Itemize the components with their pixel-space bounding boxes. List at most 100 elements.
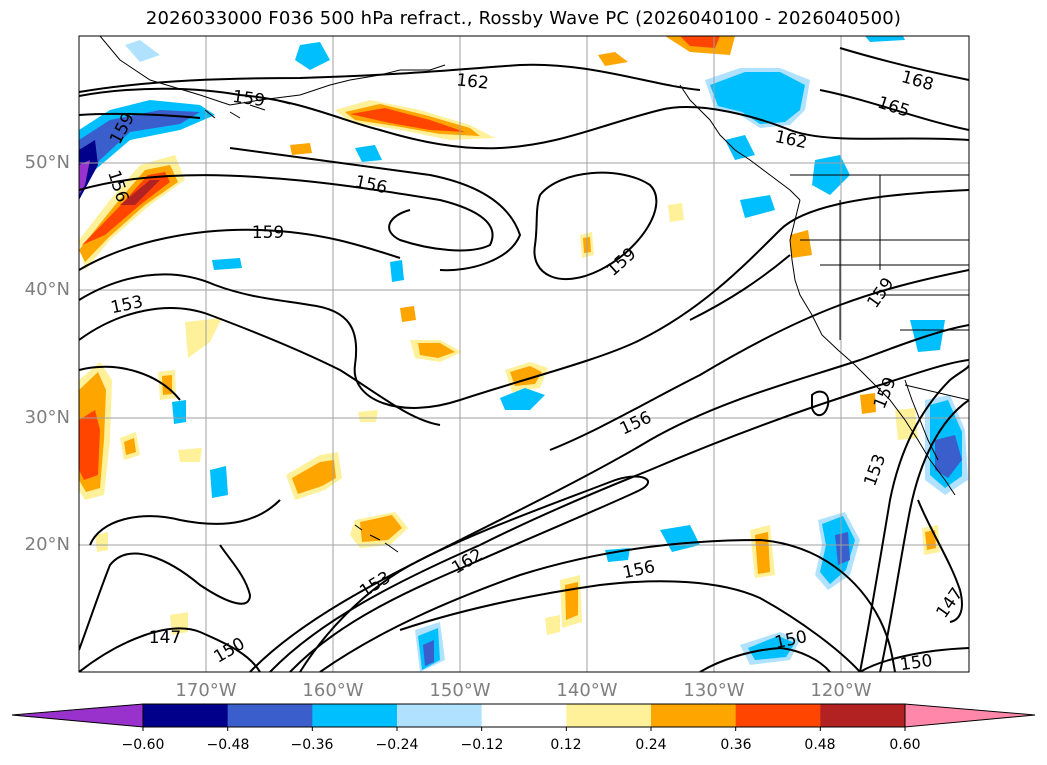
contour-label: 147 <box>149 628 181 648</box>
anomaly-blob <box>790 230 812 258</box>
anomaly-blob <box>565 582 578 620</box>
contour-label: 165 <box>875 93 912 122</box>
lat-label-30n: 30°N <box>24 407 70 428</box>
contour-label: 162 <box>448 545 486 579</box>
contour-line <box>79 544 252 651</box>
contour-line <box>289 475 649 672</box>
anomaly-blob <box>418 343 455 358</box>
contour-line <box>79 63 701 93</box>
contour-label: 159 <box>252 223 284 243</box>
colorbar-label: 0.12 <box>550 737 582 753</box>
colorbar-segments <box>12 704 1035 727</box>
colorbar-label: −0.48 <box>206 737 250 753</box>
contours <box>79 47 969 672</box>
contour-label: 150 <box>899 651 934 675</box>
alaska-panhandle <box>679 84 801 201</box>
contour-line <box>79 627 261 672</box>
contour-label: 153 <box>109 292 145 318</box>
anomaly-blob <box>935 435 962 478</box>
colorbar-segment <box>312 704 398 727</box>
colorbar-label: 0.60 <box>889 737 921 753</box>
lat-label-40n: 40°N <box>24 279 70 300</box>
contour-line <box>269 359 969 672</box>
anomaly-blob <box>680 36 720 48</box>
anomaly-blob <box>755 532 770 574</box>
contour-label: 156 <box>617 408 655 440</box>
lon-label-120w: 120°W <box>810 680 872 701</box>
anomaly-blob <box>210 466 228 498</box>
colorbar-label: −0.60 <box>121 737 165 753</box>
colorbar <box>11 703 1036 731</box>
contour-label: 159 <box>870 374 901 412</box>
colorbar-ticks <box>142 727 906 731</box>
colorbar-label: −0.12 <box>460 737 504 753</box>
contour-line <box>89 499 281 546</box>
contour-line <box>699 646 831 672</box>
anomaly-blob <box>292 460 336 494</box>
colorbar-segment <box>227 704 313 727</box>
graticule <box>79 36 969 672</box>
anomaly-blob <box>125 40 160 62</box>
shaded-anomalies <box>79 36 968 672</box>
lon-label-150w: 150°W <box>429 680 491 701</box>
state-borders <box>800 175 969 340</box>
contour-line <box>879 399 969 672</box>
anomaly-blob <box>860 393 876 414</box>
contour-label: 156 <box>353 172 389 198</box>
colorbar-segment <box>143 704 229 727</box>
colorbar-segment <box>820 704 906 727</box>
anomaly-blob <box>710 72 805 124</box>
contour-line <box>79 307 441 426</box>
colorbar-segment <box>397 704 483 727</box>
anomaly-blob <box>390 260 404 282</box>
anomaly-blob <box>295 42 330 70</box>
contour-label: 150 <box>773 627 809 653</box>
contour-line <box>689 254 791 321</box>
contour-line <box>319 538 896 672</box>
colorbar-label: 0.48 <box>804 737 836 753</box>
contour-line <box>399 580 861 672</box>
contour-line <box>229 147 522 272</box>
lat-label-50n: 50°N <box>24 152 70 173</box>
anomaly-blob <box>79 160 90 195</box>
contour-line <box>79 87 969 150</box>
contour-line <box>819 89 969 131</box>
colorbar-segment <box>651 704 737 727</box>
colorbar-label: −0.36 <box>290 737 334 753</box>
mexico-border <box>904 384 969 401</box>
contour-line <box>79 365 181 401</box>
contour-label: 156 <box>621 557 657 583</box>
contour-line <box>533 171 658 280</box>
colorbar-label: 0.36 <box>720 737 752 753</box>
contour-label: 159 <box>231 87 266 111</box>
contour-line <box>859 647 969 672</box>
colorbar-segment <box>12 704 143 727</box>
anomaly-blob <box>423 640 434 666</box>
hawaii-islands <box>354 524 399 553</box>
colorbar-label: 0.24 <box>635 737 667 753</box>
contour-label: 159 <box>603 244 641 281</box>
contour-label: 153 <box>860 452 890 489</box>
contour-label: 162 <box>455 70 489 93</box>
colorbar-segment <box>735 704 821 727</box>
alaska-coast <box>99 36 446 106</box>
aleutian-islands <box>204 99 291 119</box>
anomaly-blob <box>740 195 775 218</box>
anomaly-blob <box>598 52 628 66</box>
contour-line <box>839 47 969 81</box>
anomaly-blob <box>185 318 222 358</box>
contour-line <box>79 174 494 252</box>
anomaly-blob <box>835 532 850 565</box>
colorbar-segment <box>566 704 652 727</box>
map-frame <box>78 35 970 673</box>
contour-line <box>811 390 830 417</box>
coastlines <box>99 36 969 553</box>
anomaly-blob <box>355 145 382 162</box>
anomaly-blob <box>212 258 242 270</box>
anomaly-blob <box>358 410 378 422</box>
anomaly-blob <box>79 110 200 190</box>
map-plot-area <box>79 36 969 672</box>
anomaly-blob <box>725 135 755 160</box>
anomaly-blob <box>124 438 136 455</box>
